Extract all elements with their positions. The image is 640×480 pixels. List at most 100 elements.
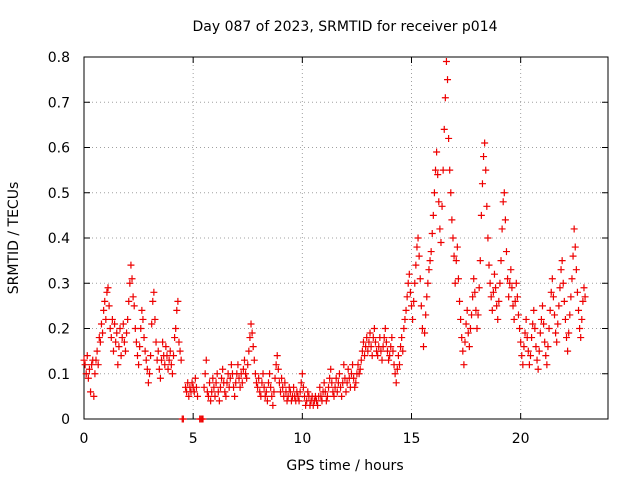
x-axis-label: GPS time / hours <box>286 458 403 474</box>
data-point <box>129 293 137 301</box>
data-point <box>386 352 394 360</box>
data-point <box>330 392 338 400</box>
data-point <box>374 352 382 360</box>
data-point <box>555 302 563 310</box>
data-point <box>328 379 336 387</box>
data-point <box>127 261 135 269</box>
data-point <box>378 356 386 364</box>
data-point <box>552 329 560 337</box>
data-point <box>248 329 256 337</box>
data-point <box>91 370 99 378</box>
data-point <box>138 306 146 314</box>
data-point <box>154 347 162 355</box>
data-point <box>432 166 440 174</box>
data-point <box>261 392 269 400</box>
data-point <box>164 365 172 373</box>
data-point <box>500 189 508 197</box>
data-point <box>126 279 134 287</box>
data-point <box>206 379 214 387</box>
data-point <box>207 397 215 405</box>
data-point <box>191 374 199 382</box>
data-point <box>221 388 229 396</box>
data-point <box>247 320 255 328</box>
data-point <box>120 338 128 346</box>
data-point <box>146 370 153 378</box>
data-point <box>88 361 96 369</box>
data-point <box>354 361 362 369</box>
data-point <box>107 334 115 342</box>
data-point <box>471 288 479 296</box>
data-point <box>200 383 208 391</box>
data-point <box>208 388 216 396</box>
data-point <box>137 325 145 332</box>
y-tick-label: 0.5 <box>48 186 70 202</box>
data-point <box>496 279 504 287</box>
data-point <box>278 374 286 382</box>
data-point <box>518 352 526 360</box>
data-point <box>367 343 375 351</box>
data-point <box>568 275 576 283</box>
data-point <box>258 379 266 387</box>
data-point <box>427 248 435 256</box>
data-point <box>388 334 396 342</box>
data-point <box>544 343 552 351</box>
data-point <box>159 338 167 346</box>
data-point <box>578 315 586 323</box>
data-point <box>165 356 173 364</box>
data-point <box>466 325 474 332</box>
data-point <box>299 383 307 391</box>
data-point <box>476 257 484 265</box>
data-point <box>413 243 421 251</box>
data-point <box>482 166 490 174</box>
data-point <box>108 315 116 323</box>
data-point <box>177 356 185 364</box>
x-tick-label: 10 <box>293 431 311 447</box>
data-point <box>173 306 181 314</box>
data-point <box>357 356 365 364</box>
data-point <box>113 329 121 337</box>
data-point <box>524 347 532 355</box>
data-point <box>480 153 488 161</box>
data-point <box>445 134 453 142</box>
data-point <box>486 279 494 287</box>
data-point <box>93 347 101 355</box>
data-point <box>267 383 275 391</box>
data-point <box>565 329 573 337</box>
data-point <box>529 320 537 328</box>
data-point <box>377 347 385 355</box>
data-point <box>572 266 580 274</box>
data-point <box>526 352 534 360</box>
data-point <box>121 347 129 355</box>
data-point <box>114 361 122 369</box>
data-point <box>268 392 276 400</box>
data-point <box>212 379 220 387</box>
data-point <box>168 370 176 378</box>
data-point <box>325 383 333 391</box>
y-tick-label: 0.4 <box>48 231 70 247</box>
data-point <box>536 329 544 337</box>
data-point <box>361 352 369 360</box>
data-point <box>106 325 114 332</box>
data-point <box>452 257 460 265</box>
data-point <box>478 180 486 188</box>
data-point <box>371 338 379 346</box>
data-point <box>460 361 468 369</box>
data-point <box>436 225 444 233</box>
data-point <box>85 365 93 373</box>
data-point <box>560 297 568 305</box>
data-point <box>286 388 294 396</box>
data-point <box>511 297 519 305</box>
data-point <box>83 352 91 360</box>
data-point <box>424 279 432 287</box>
data-point <box>298 370 306 378</box>
data-point <box>501 216 509 224</box>
y-tick-label: 0.3 <box>48 276 70 292</box>
data-point <box>426 257 434 265</box>
data-point <box>428 229 436 237</box>
data-point <box>532 343 540 351</box>
data-point <box>459 347 467 355</box>
data-point <box>458 334 466 342</box>
data-point <box>395 361 403 369</box>
data-point <box>464 329 472 337</box>
data-point <box>343 379 351 387</box>
